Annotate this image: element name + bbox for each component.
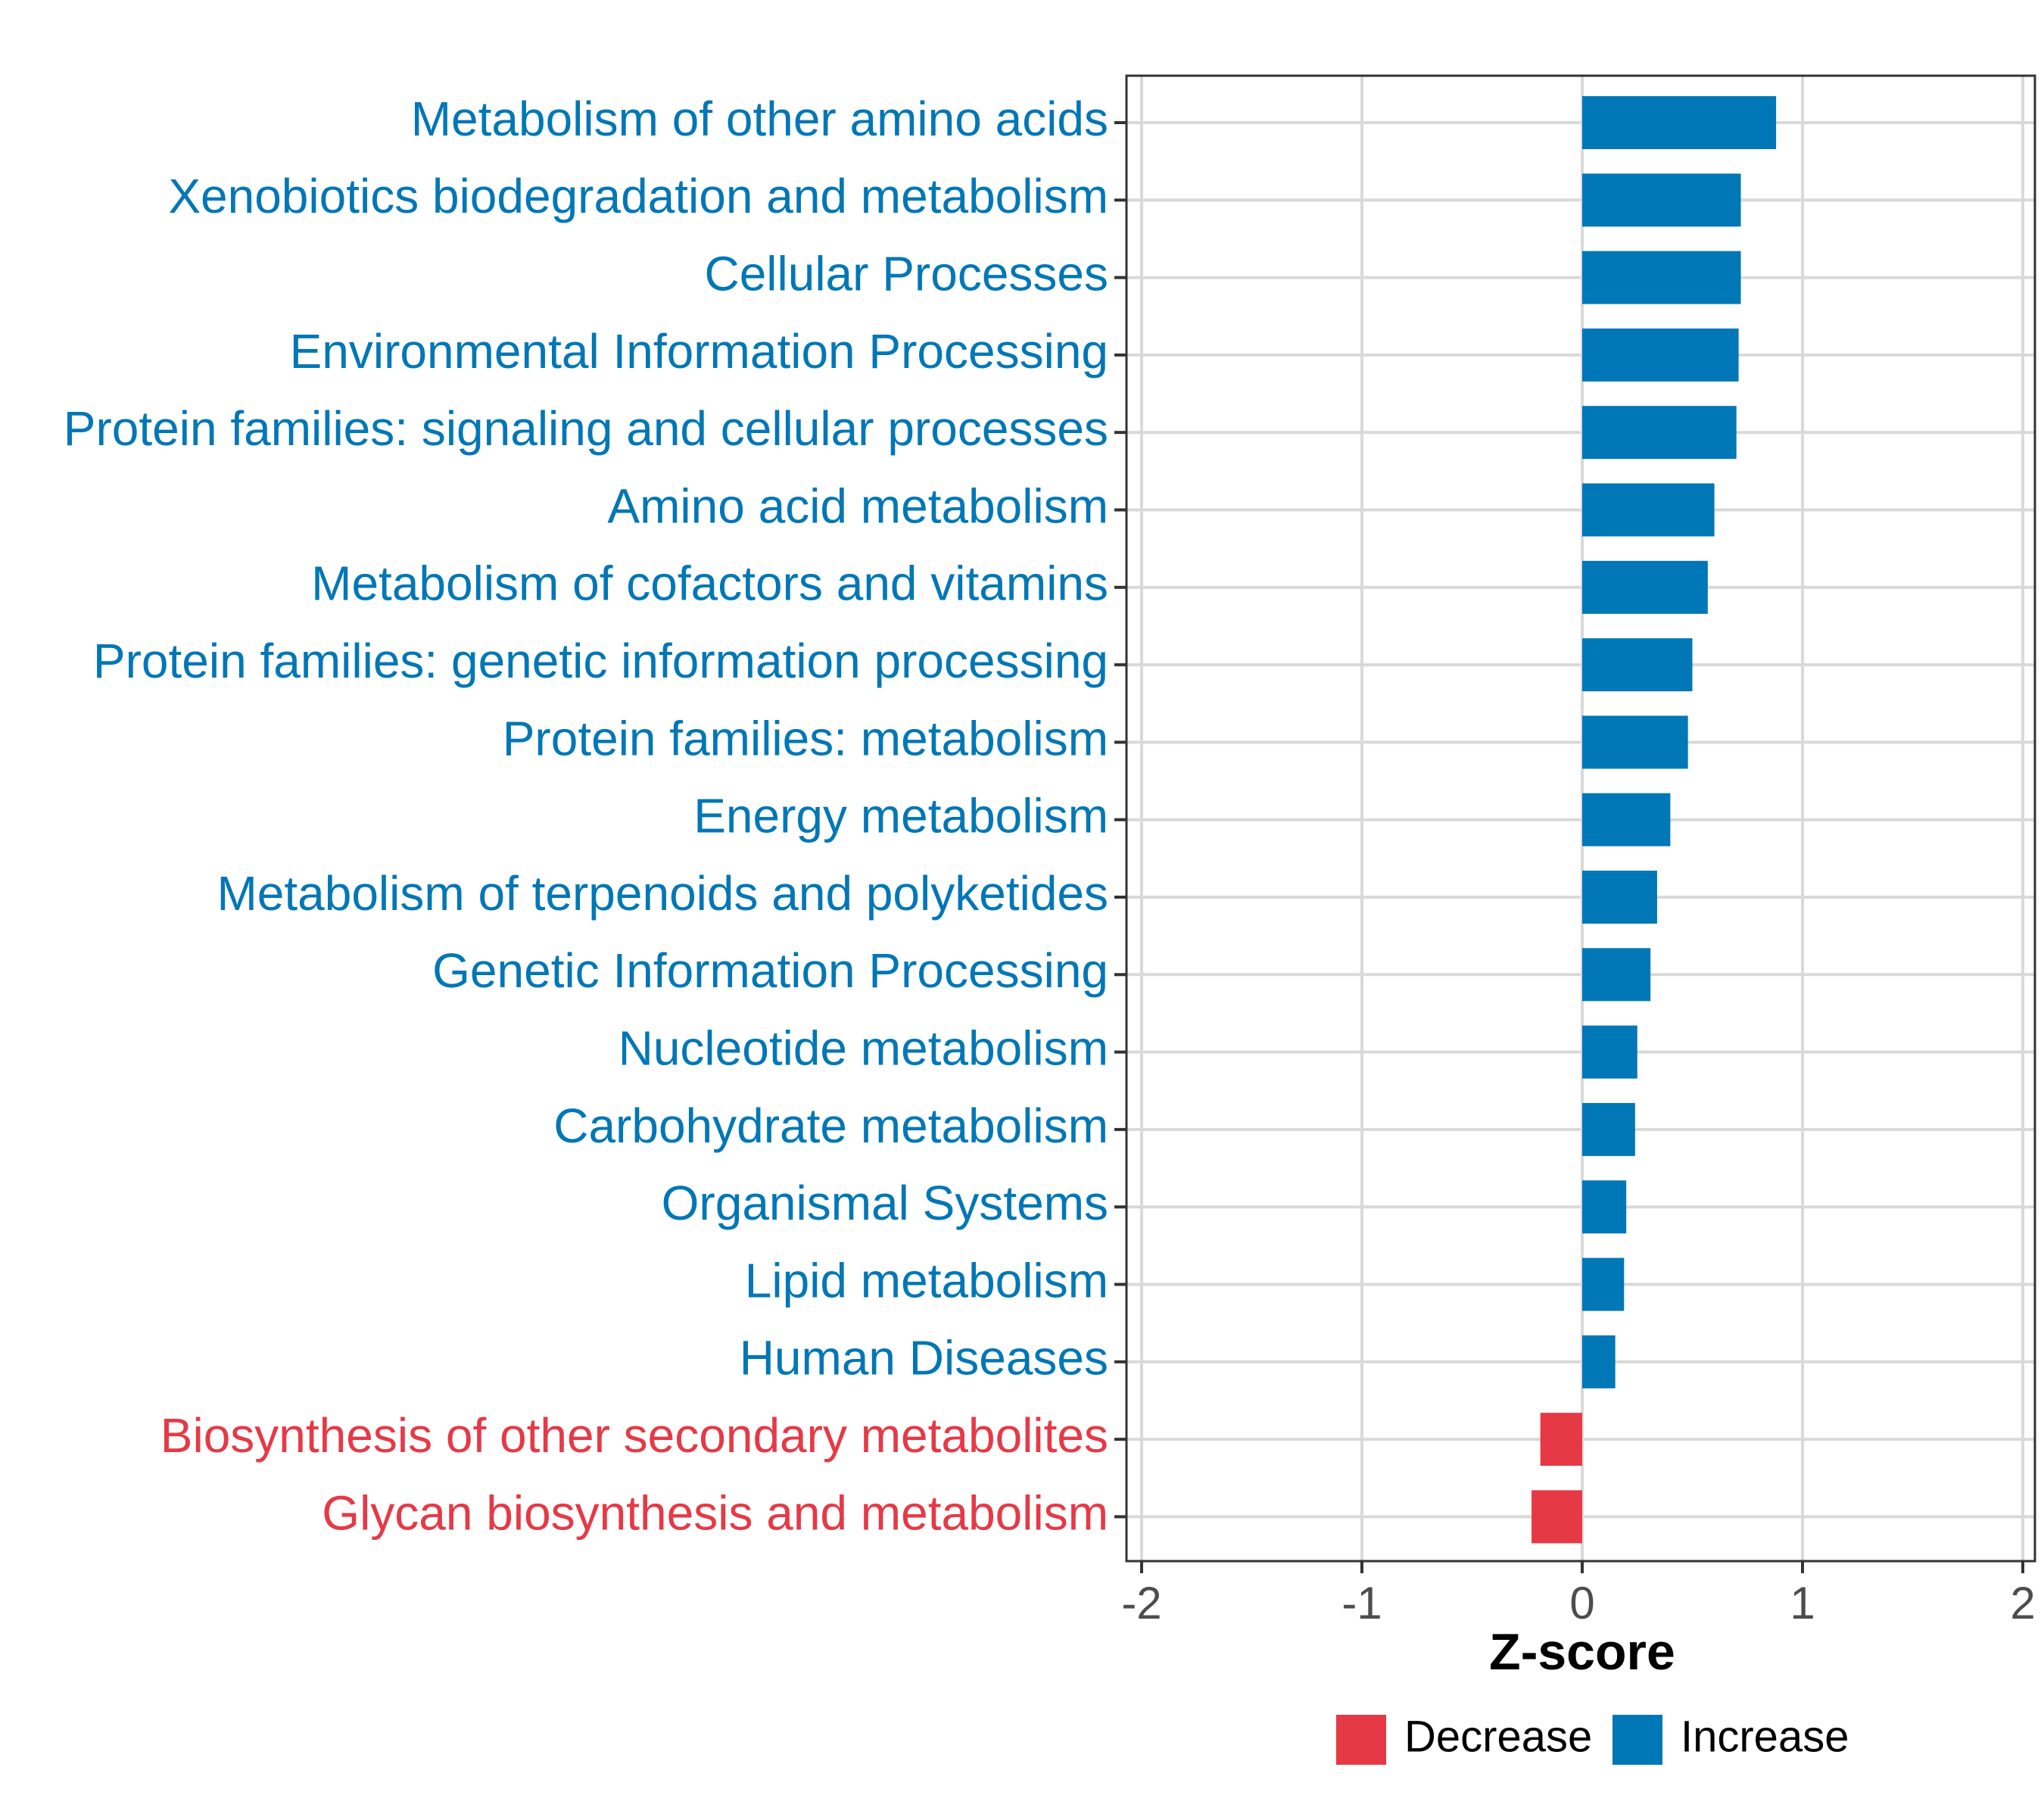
bar — [1582, 715, 1688, 769]
bar — [1582, 251, 1741, 304]
category-labels: Metabolism of other amino acids Xenobioti… — [64, 92, 1108, 1540]
legend-swatch — [1612, 1715, 1662, 1765]
legend-label: Increase — [1681, 1712, 1849, 1761]
category-label: Protein families: genetic information pr… — [93, 634, 1108, 688]
legend-label: Decrease — [1404, 1712, 1592, 1761]
category-label: Lipid metabolism — [745, 1253, 1108, 1307]
category-label: Biosynthesis of other secondary metaboli… — [160, 1408, 1108, 1463]
x-tick-label: 2 — [2010, 1578, 2035, 1628]
category-label: Human Diseases — [740, 1331, 1108, 1385]
bar — [1582, 948, 1651, 1002]
x-tick-label: 1 — [1790, 1578, 1815, 1628]
x-axis-title: Z-score — [1489, 1623, 1675, 1681]
category-label: Cellular Processes — [704, 247, 1108, 301]
category-label: Genetic Information Processing — [432, 943, 1108, 998]
bar — [1582, 1335, 1616, 1388]
bar — [1582, 1102, 1635, 1156]
bar — [1582, 328, 1739, 382]
bar — [1582, 793, 1671, 846]
bar — [1582, 638, 1693, 692]
category-label: Glycan biosynthesis and metabolism — [322, 1485, 1108, 1540]
legend-swatch — [1336, 1715, 1386, 1765]
bar — [1582, 406, 1737, 460]
plot-panel — [1114, 74, 2036, 1563]
x-tick-label: -1 — [1341, 1578, 1382, 1628]
category-label: Carbohydrate metabolism — [553, 1099, 1108, 1153]
bar — [1582, 96, 1777, 149]
bar — [1582, 483, 1715, 537]
category-label: Nucleotide metabolism — [618, 1021, 1108, 1076]
category-label: Metabolism of cofactors and vitamins — [311, 556, 1108, 611]
bar — [1582, 560, 1708, 614]
bar — [1582, 871, 1657, 924]
bar — [1582, 1025, 1637, 1079]
category-label: Xenobiotics biodegradation and metabolis… — [168, 169, 1108, 223]
category-label: Metabolism of terpenoids and polyketides — [217, 866, 1108, 921]
category-label: Amino acid metabolism — [607, 478, 1108, 533]
legend: Decrease Increase — [1336, 1712, 1849, 1765]
category-label: Metabolism of other amino acids — [411, 92, 1108, 146]
bar — [1540, 1413, 1582, 1466]
category-label: Protein families: signaling and cellular… — [64, 401, 1108, 456]
category-label: Protein families: metabolism — [503, 711, 1108, 765]
x-tick-label: -2 — [1121, 1578, 1161, 1628]
category-label: Organismal Systems — [662, 1176, 1108, 1230]
bar — [1582, 173, 1741, 227]
category-label: Environmental Information Processing — [290, 324, 1108, 379]
bar — [1582, 1258, 1625, 1311]
x-axis: -2 -1 0 1 2 — [1121, 1561, 2036, 1628]
bar — [1531, 1490, 1582, 1544]
x-tick-label: 0 — [1569, 1578, 1594, 1628]
category-label: Energy metabolism — [693, 789, 1108, 843]
bar — [1582, 1180, 1627, 1234]
